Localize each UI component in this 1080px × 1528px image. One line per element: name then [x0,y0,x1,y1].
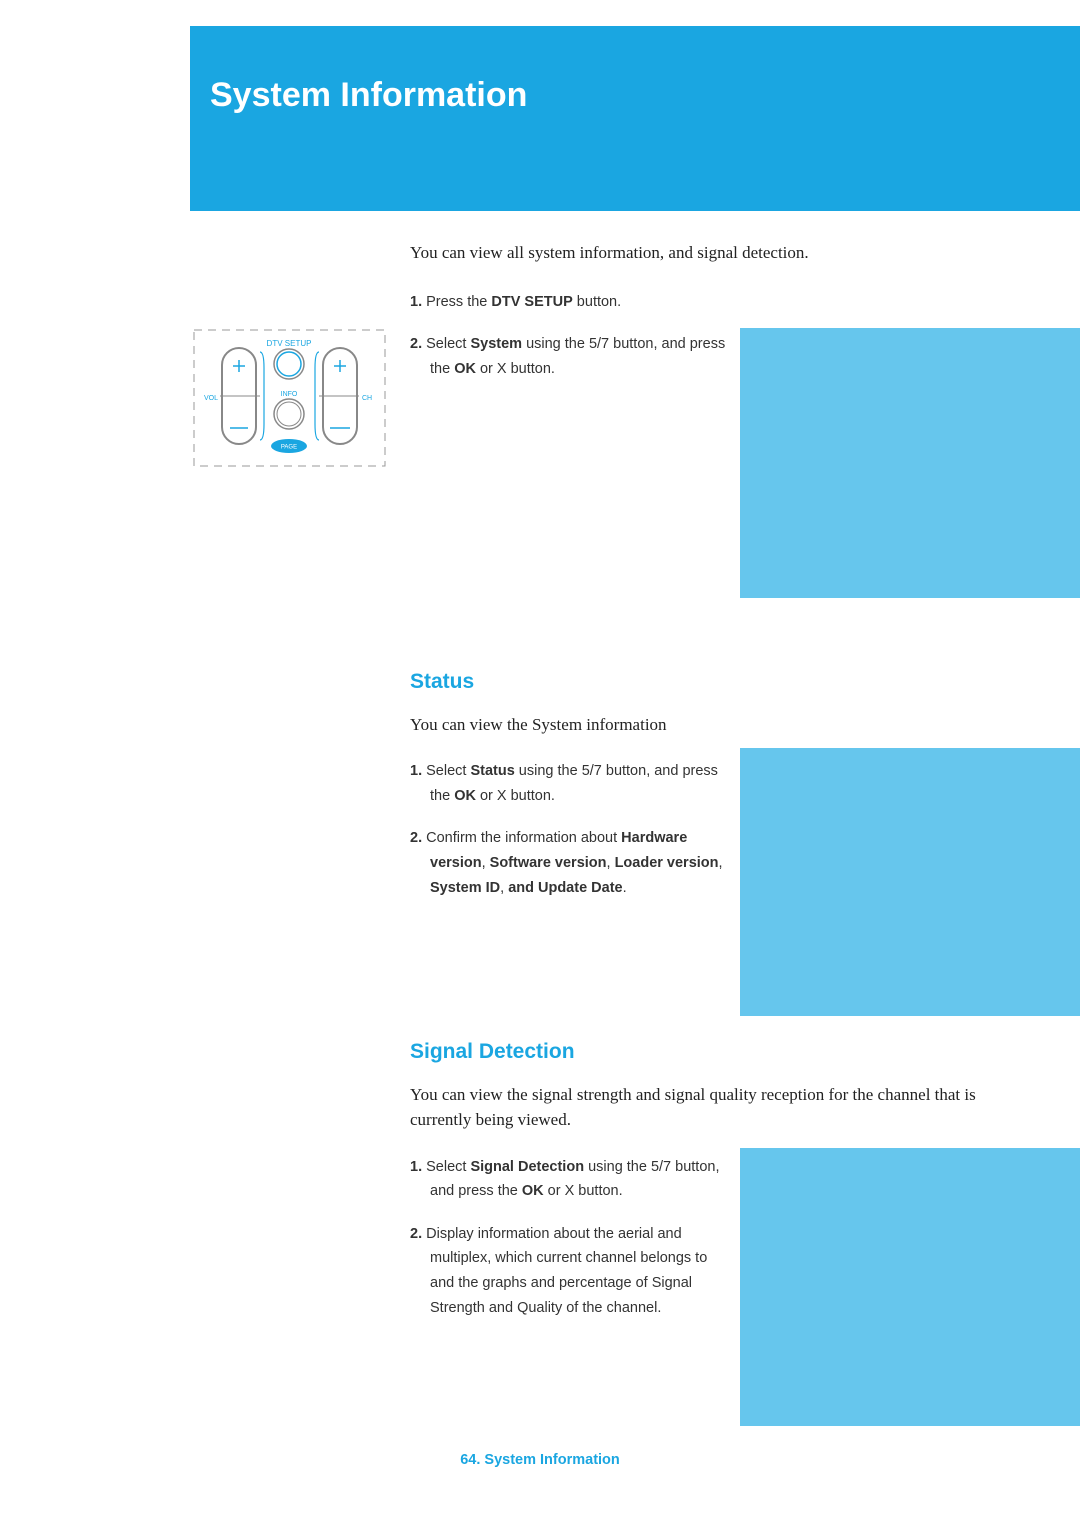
header-banner: System Information [190,26,1080,211]
status-step-1: 1. Select Status using the 5/7 button, a… [410,759,735,808]
step-2: 2. Select System using the 5/7 button, a… [410,332,735,381]
instructions-section3: 1. Select Signal Detection using the 5/7… [410,1155,735,1321]
status-step-2: 2. Confirm the information about Hardwar… [410,826,735,900]
instructions-section1: 1. Press the DTV SETUP button. 2. Select… [410,290,735,382]
ch-label: CH [362,395,372,402]
section-status: Status You can view the System informati… [0,670,1080,980]
page-title: System Information [210,76,1080,115]
remote-illustration: VOL CH DTV SETUP INFO [192,328,387,468]
screenshot-placeholder-2 [740,748,1080,1016]
section-overview: VOL CH DTV SETUP INFO [0,290,1080,610]
page-footer: 64. System Information [0,1452,1080,1468]
signal-step-1: 1. Select Signal Detection using the 5/7… [410,1155,735,1204]
footer-label: System Information [480,1452,619,1468]
step-1: 1. Press the DTV SETUP button. [410,290,735,315]
signal-heading: Signal Detection [410,1040,1080,1064]
vol-label: VOL [204,395,218,402]
intro-text: You can view all system information, and… [410,240,980,266]
page-label: PAGE [281,444,297,450]
manual-page: System Information You can view all syst… [0,0,1080,1528]
info-label: INFO [281,391,298,398]
footer-pagenum: 64. [460,1452,480,1468]
status-heading: Status [410,670,1080,694]
section-signal-detection: Signal Detection You can view the signal… [0,1040,1080,1350]
signal-step-2: 2. Display information about the aerial … [410,1222,735,1321]
screenshot-placeholder-1 [740,328,1080,598]
dtv-setup-label: DTV SETUP [267,339,312,348]
content-area: You can view all system information, and… [0,240,1080,1410]
status-subtext: You can view the System information [410,712,980,738]
instructions-section2: 1. Select Status using the 5/7 button, a… [410,759,735,900]
screenshot-placeholder-3 [740,1148,1080,1426]
signal-subtext: You can view the signal strength and sig… [410,1082,980,1133]
